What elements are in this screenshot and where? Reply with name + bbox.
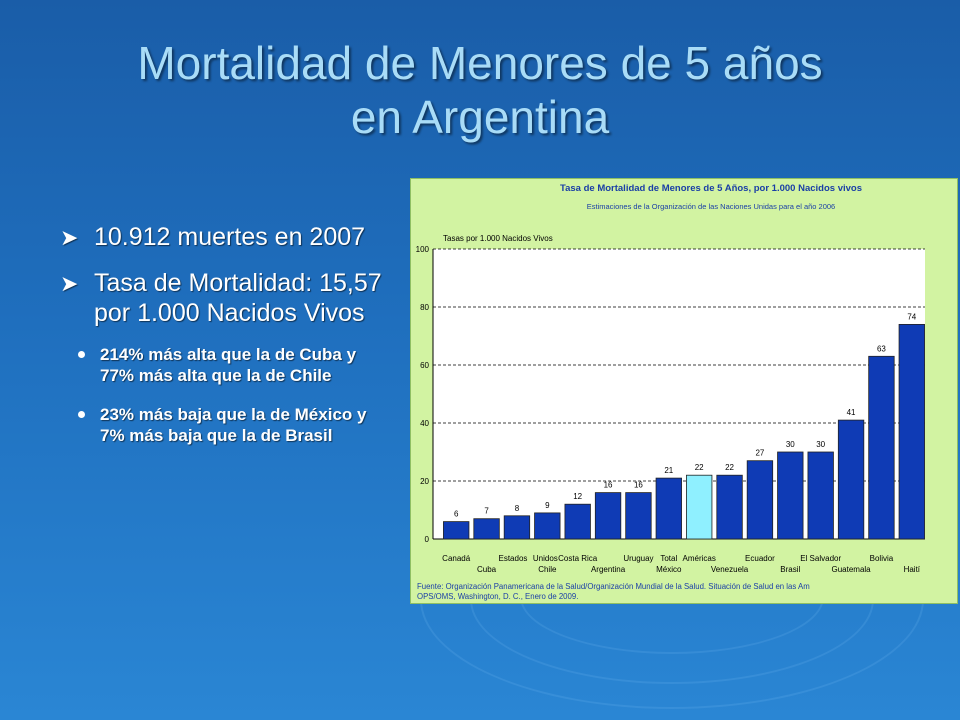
y-tick-label: 60 xyxy=(420,361,429,370)
y-tick-label: 20 xyxy=(420,477,429,486)
bar-value-label: 41 xyxy=(847,408,856,417)
x-tick-label: Américas xyxy=(683,554,716,563)
x-tick-label: Unidos xyxy=(533,554,558,563)
dot-icon xyxy=(78,351,85,358)
bar-value-label: 9 xyxy=(545,501,550,510)
x-tick-label: Ecuador xyxy=(745,554,775,563)
bar xyxy=(534,512,561,540)
sub-bullet-text: 214% más alta que la de Cuba y 77% más a… xyxy=(100,345,357,385)
y-tick-label: 100 xyxy=(416,245,430,254)
mortality-bar-chart: Tasa de Mortalidad de Menores de 5 Años,… xyxy=(410,178,958,604)
bar-value-label: 16 xyxy=(634,481,643,490)
bar xyxy=(746,460,774,540)
chart-ylabel: Tasas por 1.000 Nacidos Vivos xyxy=(443,234,553,243)
y-tick-label: 40 xyxy=(420,419,429,428)
x-tick-label: Chile xyxy=(538,565,557,574)
chart-source-line-1: Fuente: Organización Panamericana de la … xyxy=(417,582,810,591)
bar xyxy=(837,419,865,540)
y-tick-label: 0 xyxy=(425,535,430,544)
bar-value-label: 74 xyxy=(907,312,916,321)
x-tick-label: Haití xyxy=(904,565,921,574)
bar-value-label: 8 xyxy=(515,504,520,513)
x-axis-labels: Canadá Estados Unidos Costa Rica Uruguay Tota… xyxy=(442,554,921,574)
bar xyxy=(898,323,925,540)
bar xyxy=(655,477,682,540)
bullet-text: 10.912 muertes en 2007 xyxy=(94,223,366,251)
bar xyxy=(807,451,834,540)
x-tick-label: Bolivia xyxy=(870,554,894,563)
arrow-right-icon: ➤ xyxy=(60,225,79,250)
bar-value-label: 30 xyxy=(816,440,825,449)
x-tick-label: México xyxy=(656,565,682,574)
bar xyxy=(473,518,500,540)
x-tick-label: Canadá xyxy=(442,554,471,563)
bar-value-label: 16 xyxy=(604,481,613,490)
bar-value-label: 30 xyxy=(786,440,795,449)
y-tick-label: 80 xyxy=(420,303,429,312)
bar xyxy=(868,355,895,540)
bullet-list: ➤ 10.912 muertes en 2007 ➤ Tasa de Morta… xyxy=(60,222,390,464)
x-tick-label: Uruguay xyxy=(623,554,653,563)
chart-source-line-2: OPS/OMS, Washington, D. C., Enero de 200… xyxy=(417,592,578,601)
bar xyxy=(564,503,591,540)
bar xyxy=(686,474,713,540)
bars: 6 7 8 9 12 16 16 21 22 22 27 30 30 41 63 74 xyxy=(443,312,925,540)
x-tick-label: Cuba xyxy=(477,565,497,574)
bar-value-label: 7 xyxy=(484,507,489,516)
chart-subtitle: Estimaciones de la Organización de las N… xyxy=(587,202,835,211)
x-tick-label: Brasil xyxy=(780,565,800,574)
bar-value-label: 21 xyxy=(664,466,673,475)
bullet-text: Tasa de Mortalidad: 15,57 por 1.000 Naci… xyxy=(94,269,382,327)
x-tick-label: Costa Rica xyxy=(558,554,598,563)
sub-bullet-item: 214% más alta que la de Cuba y 77% más a… xyxy=(60,344,390,386)
chart-title: Tasa de Mortalidad de Menores de 5 Años,… xyxy=(560,183,862,194)
bar-value-label: 12 xyxy=(573,492,582,501)
x-tick-label: Estados xyxy=(498,554,527,563)
title-line-1: Mortalidad de Menores de 5 años xyxy=(137,37,823,89)
dot-icon xyxy=(78,411,85,418)
title-line-2: en Argentina xyxy=(350,91,610,143)
bar-value-label: 6 xyxy=(454,510,459,519)
bar xyxy=(777,451,804,540)
bar xyxy=(594,492,622,540)
chart-canvas: Tasa de Mortalidad de Menores de 5 Años,… xyxy=(416,183,925,601)
x-tick-label: Guatemala xyxy=(831,565,871,574)
slide-title: Mortalidad de Menores de 5 años en Argen… xyxy=(40,36,920,144)
arrow-right-icon: ➤ xyxy=(60,271,79,296)
bar xyxy=(503,515,531,540)
bar-value-label: 22 xyxy=(725,463,734,472)
sub-bullet-text: 23% más baja que la de México y 7% más b… xyxy=(100,405,367,445)
bar-value-label: 22 xyxy=(695,463,704,472)
bullet-item: ➤ 10.912 muertes en 2007 xyxy=(60,222,390,252)
sub-bullet-item: 23% más baja que la de México y 7% más b… xyxy=(60,404,390,446)
bullet-item: ➤ Tasa de Mortalidad: 15,57 por 1.000 Na… xyxy=(60,268,390,328)
x-tick-label: Total xyxy=(660,554,677,563)
x-tick-label: Venezuela xyxy=(711,565,749,574)
bar xyxy=(716,474,743,540)
bar-value-label: 27 xyxy=(755,449,764,458)
bar xyxy=(443,521,470,540)
bar xyxy=(625,492,652,540)
bar-value-label: 63 xyxy=(877,344,886,353)
x-tick-label: Argentina xyxy=(591,565,626,574)
x-tick-label: El Salvador xyxy=(800,554,841,563)
